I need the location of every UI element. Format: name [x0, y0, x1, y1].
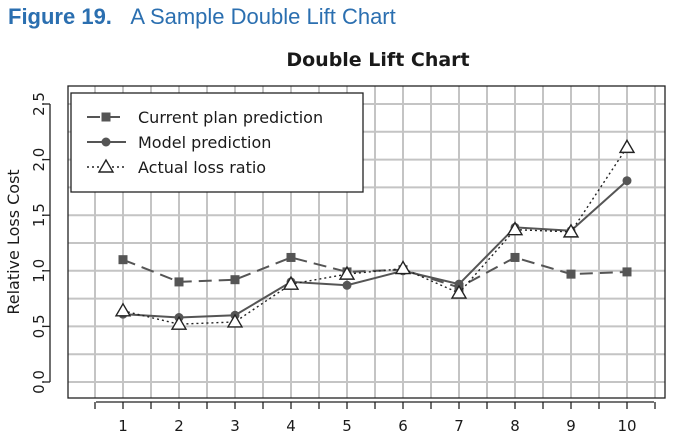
- legend-marker: [101, 137, 111, 147]
- data-point: [286, 252, 296, 262]
- legend-label: Model prediction: [138, 133, 271, 152]
- x-tick-label: 6: [398, 417, 408, 435]
- figure-title: A Sample Double Lift Chart: [130, 4, 396, 29]
- figure-header: Figure 19. A Sample Double Lift Chart: [8, 2, 396, 32]
- y-tick-label: 0.5: [30, 314, 48, 338]
- series: [114, 138, 636, 330]
- data-point: [342, 280, 352, 290]
- x-tick-label: 2: [174, 417, 184, 435]
- data-point: [510, 252, 520, 262]
- x-tick-label: 5: [342, 417, 352, 435]
- data-point: [562, 223, 580, 238]
- x-tick-label: 7: [454, 417, 464, 435]
- legend-marker: [97, 158, 115, 173]
- data-point: [170, 315, 188, 330]
- y-tick-label: 2.5: [30, 92, 48, 116]
- y-tick-label: 1.5: [30, 203, 48, 227]
- data-point: [454, 279, 464, 289]
- y-axis-label: Relative Loss Cost: [4, 169, 23, 314]
- data-point: [226, 313, 244, 328]
- legend-marker: [101, 112, 111, 122]
- data-point: [230, 275, 240, 285]
- data-point: [450, 284, 468, 299]
- data-point: [118, 255, 128, 265]
- legend-label: Actual loss ratio: [138, 158, 266, 177]
- y-tick-label: 2.0: [30, 148, 48, 172]
- legend-label: Current plan prediction: [138, 108, 323, 127]
- x-tick-label: 10: [617, 417, 636, 435]
- x-tick-label: 9: [566, 417, 576, 435]
- legend: Current plan prediction Model prediction A…: [70, 92, 364, 193]
- data-point: [174, 277, 184, 287]
- data-point: [282, 275, 300, 290]
- data-point: [622, 267, 632, 277]
- data-point: [566, 269, 576, 279]
- y-tick-label: 0.0: [30, 370, 48, 394]
- series-line: [122, 179, 628, 319]
- plot-border: [67, 85, 666, 399]
- data-point: [622, 176, 632, 186]
- data-point: [618, 138, 636, 154]
- data-point: [394, 260, 412, 275]
- legend-box: [70, 92, 364, 193]
- series-line: [122, 146, 628, 325]
- chart-title: Double Lift Chart: [286, 49, 469, 71]
- data-point: [338, 265, 356, 280]
- data-point: [114, 302, 132, 317]
- axes: 0.0 0.5 1.0 1.5 2.0 2.5 1 2 3 4 5 6 7 8 9 10: [30, 85, 666, 435]
- figure-number: Figure 19.: [8, 4, 112, 29]
- data-point: [506, 221, 524, 236]
- y-tick-label: 1.0: [30, 259, 48, 283]
- x-tick-label: 8: [510, 417, 520, 435]
- x-tick-label: 3: [230, 417, 240, 435]
- x-tick-label: 1: [118, 417, 128, 435]
- x-tick-label: 4: [286, 417, 296, 435]
